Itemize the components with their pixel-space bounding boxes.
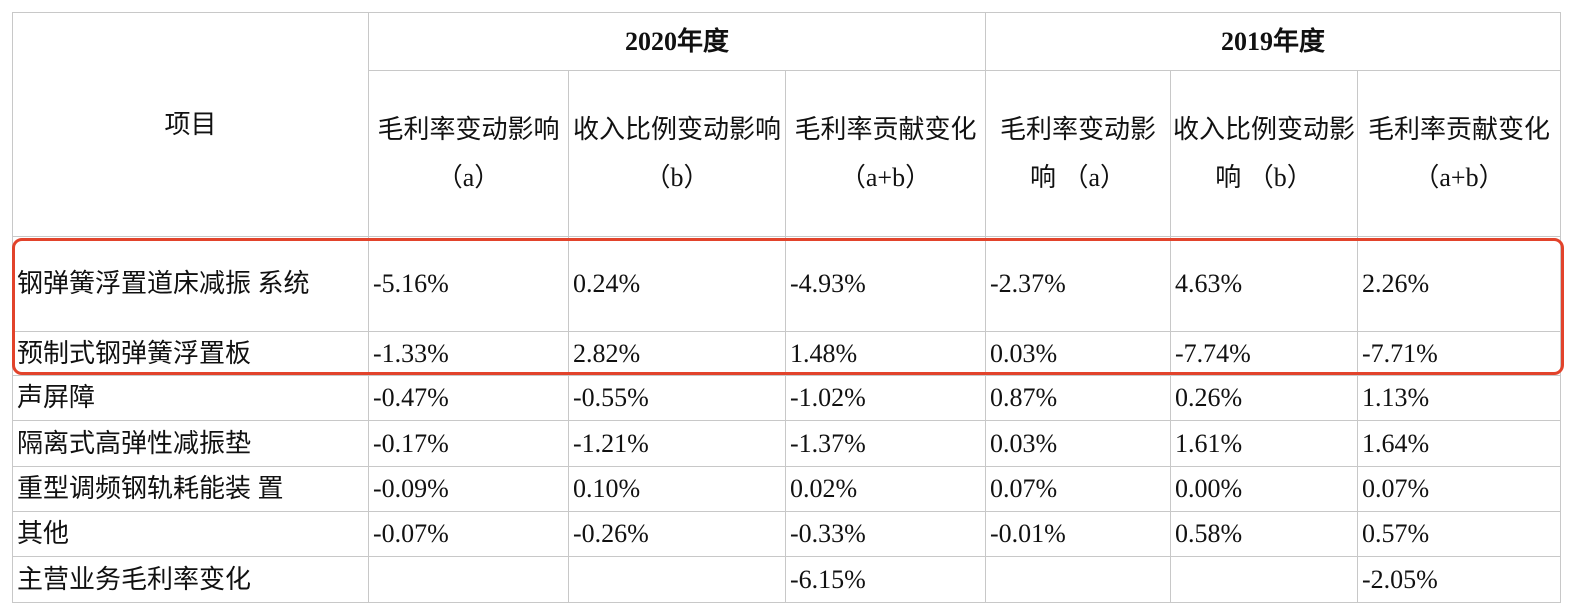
value-cell: 0.02% xyxy=(785,466,986,512)
value-cell: 2.26% xyxy=(1357,236,1561,332)
value-cell: 0.26% xyxy=(1170,375,1358,421)
group-header: 2019年度 xyxy=(985,12,1561,71)
value-cell: -6.15% xyxy=(785,556,986,603)
table-row: 其他 -0.07% -0.26% -0.33% -0.01% 0.58% 0.57% xyxy=(12,511,1561,557)
value-cell: -4.93% xyxy=(785,236,986,332)
value-cell: 1.48% xyxy=(785,331,986,376)
value-cell: 1.64% xyxy=(1357,420,1561,467)
table-row: 声屏障 -0.47% -0.55% -1.02% 0.87% 0.26% 1.13% xyxy=(12,375,1561,421)
empty-cell xyxy=(1170,556,1358,603)
value-cell: -0.17% xyxy=(368,420,569,467)
table: 项目 2020年度 2019年度 毛利率变动影响 （a） 收入比例变动影响 （b）… xyxy=(12,12,1561,603)
column-header: 毛利率变动影响 （a） xyxy=(368,70,569,237)
column-header: 收入比例变动影响 （b） xyxy=(568,70,786,237)
value-cell: 0.07% xyxy=(1357,466,1561,512)
value-cell: -0.26% xyxy=(568,511,786,557)
group-header: 2020年度 xyxy=(368,12,986,71)
value-cell: -0.07% xyxy=(368,511,569,557)
row-label: 重型调频钢轨耗能装 置 xyxy=(12,466,369,512)
value-cell: -0.55% xyxy=(568,375,786,421)
value-cell: 2.82% xyxy=(568,331,786,376)
row-label: 主营业务毛利率变化 xyxy=(12,556,369,603)
highlight-box xyxy=(12,238,1564,375)
value-cell: 0.00% xyxy=(1170,466,1358,512)
value-cell: 0.10% xyxy=(568,466,786,512)
column-header: 收入比例变动影响 （b） xyxy=(1170,70,1358,237)
row-label: 钢弹簧浮置道床减振 系统 xyxy=(12,236,369,332)
table-row: 重型调频钢轨耗能装 置 -0.09% 0.10% 0.02% 0.07% 0.00% 0.0… xyxy=(12,466,1561,512)
value-cell: -0.47% xyxy=(368,375,569,421)
column-header: 毛利率变动影响 （a） xyxy=(985,70,1171,237)
value-cell: -5.16% xyxy=(368,236,569,332)
value-cell: 4.63% xyxy=(1170,236,1358,332)
empty-cell xyxy=(985,556,1171,603)
row-label: 声屏障 xyxy=(12,375,369,421)
value-cell: -7.71% xyxy=(1357,331,1561,376)
empty-cell xyxy=(368,556,569,603)
value-cell: -0.01% xyxy=(985,511,1171,557)
value-cell: -1.21% xyxy=(568,420,786,467)
value-cell: 0.24% xyxy=(568,236,786,332)
table-row: 主营业务毛利率变化 -6.15% -2.05% xyxy=(12,556,1561,603)
value-cell: 0.07% xyxy=(985,466,1171,512)
value-cell: -1.02% xyxy=(785,375,986,421)
table-row: 钢弹簧浮置道床减振 系统 -5.16% 0.24% -4.93% -2.37% 4.63%… xyxy=(12,236,1561,332)
column-header: 毛利率贡献变化 （a+b） xyxy=(785,70,986,237)
row-label: 其他 xyxy=(12,511,369,557)
header-cell: 项目 xyxy=(12,12,369,237)
value-cell: 0.03% xyxy=(985,420,1171,467)
value-cell: -2.37% xyxy=(985,236,1171,332)
value-cell: 0.58% xyxy=(1170,511,1358,557)
value-cell: 0.03% xyxy=(985,331,1171,376)
value-cell: 0.87% xyxy=(985,375,1171,421)
empty-cell xyxy=(568,556,786,603)
value-cell: 0.57% xyxy=(1357,511,1561,557)
value-cell: -1.37% xyxy=(785,420,986,467)
value-cell: 1.13% xyxy=(1357,375,1561,421)
table-row: 预制式钢弹簧浮置板 -1.33% 2.82% 1.48% 0.03% -7.74% -7.7… xyxy=(12,331,1561,376)
table-row: 隔离式高弹性减振垫 -0.17% -1.21% -1.37% 0.03% 1.61% 1.6… xyxy=(12,420,1561,467)
value-cell: 1.61% xyxy=(1170,420,1358,467)
value-cell: -0.33% xyxy=(785,511,986,557)
value-cell: -7.74% xyxy=(1170,331,1358,376)
column-header: 毛利率贡献变化 （a+b） xyxy=(1357,70,1561,237)
row-label: 预制式钢弹簧浮置板 xyxy=(12,331,369,376)
value-cell: -0.09% xyxy=(368,466,569,512)
row-label: 隔离式高弹性减振垫 xyxy=(12,420,369,467)
value-cell: -2.05% xyxy=(1357,556,1561,603)
